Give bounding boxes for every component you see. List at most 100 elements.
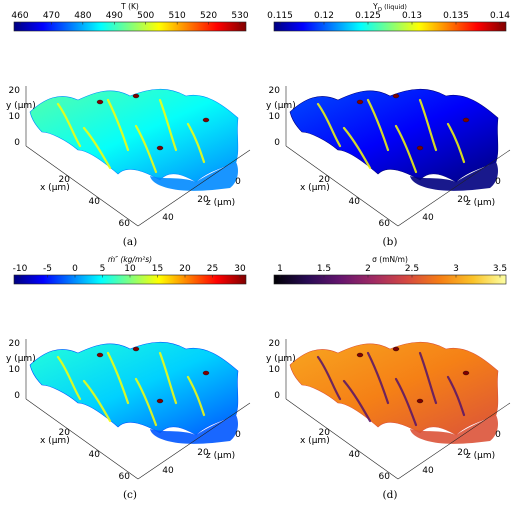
z-tick-label: 40	[422, 213, 434, 223]
ligament-streak	[186, 375, 206, 417]
colorbar-tick-label: 490	[106, 11, 123, 21]
colorbar-title-a: T (K)	[120, 2, 139, 11]
colorbar-tick-label: 0.135	[443, 11, 469, 21]
droplet-marker	[416, 145, 424, 151]
colorbar-tick-label: 2	[365, 264, 371, 274]
colorbar-b	[273, 21, 507, 32]
panel-b: YO (liquid) 0.115 0.12 0.125 0.13 0.135 0.14 0 1…	[260, 0, 520, 253]
y-tick-label: 0	[274, 391, 280, 401]
y-tick-label: 10	[269, 112, 281, 122]
panel-caption: (b)	[383, 236, 398, 248]
surface-underside	[150, 162, 238, 191]
colorbar-tick-label: -5	[43, 264, 52, 274]
z-axis	[397, 149, 511, 227]
droplet-marker	[202, 117, 210, 123]
interface-surface	[289, 341, 499, 436]
y-tick-label: 20	[9, 86, 21, 96]
z-tick-label: 40	[422, 466, 434, 476]
colorbar-tick-label: 20	[179, 264, 191, 274]
ligament-streak	[106, 98, 130, 152]
droplet-marker	[96, 352, 104, 358]
x-tick-label: 40	[89, 450, 101, 460]
colorbar-tick-label: 5	[100, 264, 106, 274]
ligament-streak	[342, 126, 372, 170]
droplet-marker	[356, 352, 364, 358]
colorbar-tick-label: 510	[169, 11, 186, 21]
ligament-streak	[158, 98, 178, 152]
z-tick-label: 20	[197, 195, 209, 205]
x-axis	[285, 398, 399, 480]
x-tick-label: 20	[319, 428, 331, 438]
colorbar-tick-label: 10	[124, 264, 136, 274]
droplet-marker	[392, 346, 400, 352]
z-tick-label: 20	[457, 195, 469, 205]
z-axis-label: z (μm)	[206, 198, 235, 208]
y-tick-label: 10	[269, 365, 281, 375]
ligament-streak	[56, 355, 82, 401]
colorbar-tick-label: 0	[72, 264, 78, 274]
y-tick-label: 0	[14, 391, 20, 401]
interface-surface	[29, 341, 239, 436]
colorbar-tick-label: 30	[234, 264, 246, 274]
ligament-streak	[394, 124, 418, 174]
colorbar-tick-label: 0.12	[314, 11, 334, 21]
z-tick-label: 20	[197, 448, 209, 458]
interface-surface	[29, 88, 239, 183]
ligament-streak	[394, 377, 418, 427]
x-tick-label: 60	[379, 219, 391, 229]
droplet-marker	[132, 346, 140, 352]
y-axis-label: y (μm)	[266, 354, 296, 364]
ligament-streak	[446, 122, 466, 164]
panel-b-plot: YO (liquid) 0.115 0.12 0.125 0.13 0.135 0.14 0 1…	[266, 2, 511, 248]
z-tick-label: 40	[162, 466, 174, 476]
y-tick-label: 10	[9, 365, 21, 375]
surface-underside	[410, 415, 498, 444]
droplet-marker	[132, 93, 140, 99]
y-tick-label: 0	[14, 138, 20, 148]
ligament-streak	[106, 351, 130, 405]
colorbar-tick-label: 0.125	[355, 11, 381, 21]
ligament-streak	[186, 122, 206, 164]
colorbar-title-c: ṁ″ (kg/m²s)	[108, 255, 152, 264]
ligament-streak	[342, 379, 372, 423]
panel-caption: (d)	[383, 489, 398, 501]
droplet-marker	[392, 93, 400, 99]
y-tick-label: 20	[269, 339, 281, 349]
x-axis	[25, 145, 139, 227]
ligament-streak	[134, 124, 158, 174]
panel-caption: (c)	[123, 489, 137, 501]
colorbar-tick-label: -10	[13, 264, 28, 274]
y-tick-label: 20	[269, 86, 281, 96]
z-tick-label: 0	[235, 177, 241, 187]
x-axis-label: x (μm)	[40, 436, 70, 446]
colorbar-tick-label: 3.5	[493, 264, 507, 274]
colorbar-title-d: σ (mN/m)	[372, 255, 408, 264]
z-axis-label: z (μm)	[466, 198, 495, 208]
colorbar-tick-label: 470	[43, 11, 60, 21]
x-tick-label: 20	[319, 175, 331, 185]
y-tick-label: 10	[9, 112, 21, 122]
ligament-streak	[82, 379, 112, 423]
colorbar-tick-label: 520	[200, 11, 217, 21]
droplet-marker	[462, 117, 470, 123]
z-tick-label: 20	[457, 448, 469, 458]
droplet-marker	[356, 99, 364, 105]
colorbar-tick-label: 1.5	[317, 264, 331, 274]
droplet-marker	[156, 398, 164, 404]
droplet-marker	[462, 370, 470, 376]
x-axis-label: x (μm)	[300, 436, 330, 446]
z-axis	[137, 149, 251, 227]
z-tick-label: 40	[162, 213, 174, 223]
droplet-marker	[156, 145, 164, 151]
y-axis-label: y (μm)	[6, 354, 36, 364]
z-axis-label: z (μm)	[466, 451, 495, 461]
ligament-streak	[418, 98, 438, 152]
colorbar-tick-label: 0.115	[267, 11, 293, 21]
colorbar-tick-label: 3	[453, 264, 459, 274]
colorbar-title-b: YO (liquid)	[372, 2, 407, 13]
z-axis	[397, 402, 511, 480]
x-axis-label: x (μm)	[300, 183, 330, 193]
surface-underside	[410, 162, 498, 191]
interface-surface	[289, 88, 499, 183]
panel-caption: (a)	[123, 236, 137, 248]
